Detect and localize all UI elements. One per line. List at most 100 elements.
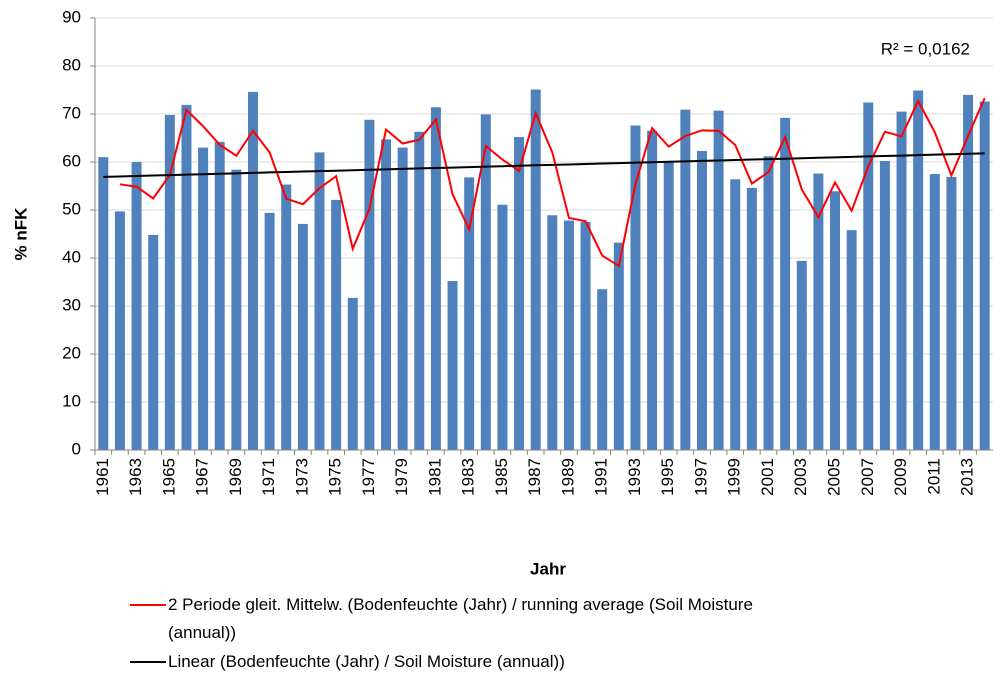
bar (796, 260, 807, 450)
bar (830, 191, 841, 450)
bar (563, 220, 574, 450)
bar (397, 147, 408, 450)
bar (247, 91, 258, 451)
bar (281, 184, 292, 450)
bar (713, 110, 724, 450)
y-tick-label: 20 (62, 343, 81, 362)
x-tick-label: 1973 (292, 458, 311, 496)
bar (131, 162, 142, 450)
bar (447, 281, 458, 450)
x-tick-label: 1999 (725, 458, 744, 496)
bar (680, 109, 691, 451)
x-tick-label: 2011 (924, 458, 943, 495)
x-tick-label: 1965 (159, 458, 178, 496)
bar (480, 114, 491, 450)
bar (98, 157, 109, 450)
y-tick-label: 90 (62, 7, 81, 26)
bar (430, 107, 441, 450)
x-tick-label: 1981 (425, 458, 444, 496)
bar (214, 141, 225, 450)
bar (264, 212, 275, 450)
bar (164, 114, 175, 451)
x-tick-label: 1979 (392, 458, 411, 496)
y-tick-label: 10 (62, 391, 81, 410)
x-axis-title: Jahr (530, 559, 566, 578)
x-tick-label: 1985 (492, 458, 511, 496)
bar (763, 156, 774, 451)
bar (381, 139, 392, 450)
x-tick-label: 1971 (259, 458, 278, 496)
line (103, 152, 985, 178)
x-tick-label: 1991 (592, 458, 611, 496)
bar (514, 137, 525, 451)
bar (497, 204, 508, 450)
bar (530, 89, 541, 451)
x-tick-label: 2005 (825, 458, 844, 496)
x-tick-label: 2003 (791, 458, 810, 496)
y-tick-label: 50 (62, 199, 81, 218)
bar (580, 222, 591, 450)
x-tick-label: 1983 (459, 458, 478, 496)
x-tick-label: 1969 (226, 458, 245, 496)
bar (364, 119, 375, 450)
bar (913, 90, 924, 450)
bar (730, 179, 741, 450)
bar (780, 117, 791, 450)
bar (331, 199, 342, 450)
bar (696, 150, 707, 450)
bar (297, 223, 308, 450)
legend-item: 2 Periode gleit. Mittelw. (Bodenfeuchte … (168, 595, 753, 642)
x-tick-label: 1997 (691, 458, 710, 496)
y-tick-label: 0 (72, 439, 81, 458)
bar (198, 147, 209, 450)
bar (979, 101, 990, 451)
bar (547, 215, 558, 450)
x-tick-label: 1993 (625, 458, 644, 496)
bar (148, 234, 159, 450)
x-tick-label: 2007 (858, 458, 877, 496)
y-tick-label: 30 (62, 295, 81, 314)
bar (663, 162, 674, 451)
bar (464, 177, 475, 451)
legend-item: Linear (Bodenfeuchte (Jahr) / Soil Moist… (168, 652, 565, 671)
bar (746, 187, 757, 451)
x-tick-label: 1989 (558, 458, 577, 496)
legend-label: 2 Periode gleit. Mittelw. (Bodenfeuchte … (168, 595, 753, 642)
y-tick-label: 70 (62, 103, 81, 122)
bar (613, 242, 624, 450)
bar (231, 169, 242, 450)
x-tick-label: 1995 (658, 458, 677, 496)
bar (314, 152, 325, 450)
bar (846, 230, 857, 450)
bar (630, 125, 641, 451)
bar (647, 130, 658, 451)
bar (963, 94, 974, 451)
bar (896, 111, 907, 450)
bar (863, 102, 874, 450)
x-tick-label: 2001 (758, 458, 777, 496)
bar (114, 211, 125, 450)
bar (929, 174, 940, 450)
x-tick-label: 1977 (359, 458, 378, 496)
x-tick-label: 2013 (958, 458, 977, 496)
bar (414, 131, 425, 450)
bar (813, 173, 824, 450)
y-tick-label: 80 (62, 55, 81, 74)
legend-label: Linear (Bodenfeuchte (Jahr) / Soil Moist… (168, 652, 565, 671)
bar (879, 161, 890, 451)
x-tick-label: 1963 (126, 458, 145, 496)
x-tick-label: 1975 (326, 458, 345, 496)
line (119, 97, 986, 268)
y-tick-label: 40 (62, 247, 81, 266)
y-axis-title: % nFK (11, 207, 30, 261)
x-tick-label: 1987 (525, 458, 544, 496)
bar (597, 289, 608, 450)
x-tick-label: 1961 (93, 458, 112, 496)
bar (181, 104, 192, 450)
bar (347, 297, 358, 450)
x-tick-label: 2009 (891, 458, 910, 496)
bar (946, 176, 957, 450)
x-tick-label: 1967 (193, 458, 212, 496)
y-tick-label: 60 (62, 151, 81, 170)
